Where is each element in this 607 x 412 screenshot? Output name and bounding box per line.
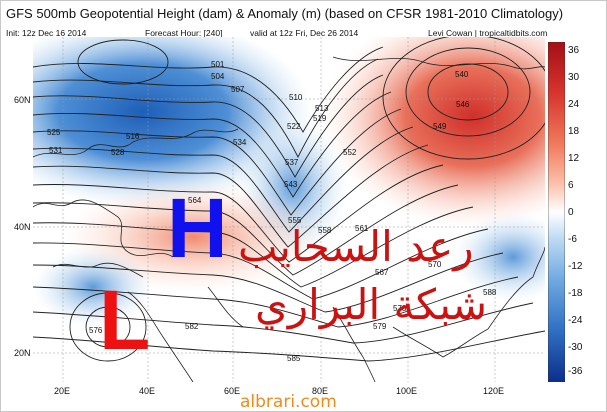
- lon-label-20e: 20E: [54, 386, 71, 396]
- contour-label-531: 531: [49, 146, 63, 155]
- contour-label-564: 564: [188, 196, 202, 205]
- contour-label-543: 543: [284, 180, 298, 189]
- contour-label-510: 510: [289, 93, 303, 102]
- height-contours: [33, 37, 545, 362]
- graticule: [33, 37, 545, 382]
- lon-label-100e: 100E: [396, 386, 418, 396]
- arabic-caption-line1: رعد السحايب: [238, 222, 474, 271]
- contour-label-570: 570: [428, 260, 442, 269]
- contour-label-567: 567: [375, 268, 389, 277]
- weather-map: 501 504 507 510 513 516 519 522 525 528 …: [33, 37, 545, 382]
- colorbar-tick-neg36: -36: [568, 366, 583, 377]
- arabic-caption-line2: شبكة البراري: [255, 280, 488, 329]
- watermark: albrari.com: [240, 392, 337, 412]
- colorbar-tick-30: 30: [568, 72, 580, 83]
- lon-label-120e: 120E: [483, 386, 505, 396]
- colorbar-tick-neg6: -6: [568, 234, 577, 245]
- colorbar-tick-12: 12: [568, 153, 580, 164]
- contour-label-501: 501: [211, 60, 225, 69]
- contour-label-585: 585: [287, 354, 301, 363]
- high-pressure-marker: H: [167, 181, 228, 275]
- credit: Levi Cowan | tropicaltidbits.com: [428, 28, 548, 38]
- colorbar-tick-0: 0: [568, 207, 574, 218]
- contour-label-588: 588: [483, 288, 497, 297]
- contour-label-573: 573: [393, 304, 407, 313]
- init-time: Init: 12z Dec 16 2014: [6, 28, 87, 38]
- contour-label-507: 507: [231, 85, 245, 94]
- contour-label-576: 576: [89, 326, 103, 335]
- forecast-hour: Forecast Hour: [240]: [145, 28, 223, 38]
- colorbar-tick-24: 24: [568, 99, 580, 110]
- lat-label-20n: 20N: [14, 348, 31, 358]
- contour-label-582: 582: [185, 322, 199, 331]
- valid-time: valid at 12z Fri, Dec 26 2014: [250, 28, 359, 38]
- colorbar-tick-36: 36: [568, 45, 580, 56]
- lon-label-40e: 40E: [139, 386, 156, 396]
- contour-label-534: 534: [233, 138, 247, 147]
- lat-label-40n: 40N: [14, 222, 31, 232]
- low-pressure-marker: L: [99, 273, 151, 367]
- contour-label-525: 525: [47, 128, 61, 137]
- lon-label-80e: 80E: [312, 386, 329, 396]
- colorbar-tick-neg18: -18: [568, 288, 583, 299]
- positive-anomaly-east: [323, 37, 545, 227]
- contour-label-561: 561: [355, 224, 369, 233]
- contour-label-528: 528: [111, 148, 125, 157]
- contour-label-552: 552: [343, 148, 357, 157]
- contour-label-540: 540: [455, 70, 469, 79]
- contour-label-546: 546: [456, 100, 470, 109]
- contour-label-579: 579: [373, 322, 387, 331]
- contour-label-549: 549: [433, 122, 447, 131]
- contour-value-labels: 501 504 507 510 513 516 519 522 525 528 …: [47, 60, 497, 363]
- colorbar-tick-neg24: -24: [568, 315, 583, 326]
- anomaly-map-svg: 501 504 507 510 513 516 519 522 525 528 …: [33, 37, 545, 382]
- colorbar-tick-6: 6: [568, 180, 574, 191]
- contour-label-519: 519: [313, 114, 327, 123]
- contour-label-555: 555: [288, 216, 302, 225]
- contour-label-537: 537: [285, 158, 299, 167]
- contour-label-522: 522: [287, 122, 301, 131]
- lon-label-60e: 60E: [224, 386, 241, 396]
- contour-label-558: 558: [318, 226, 332, 235]
- colorbar-tick-18: 18: [568, 126, 580, 137]
- coastlines: [33, 56, 545, 382]
- anomaly-colorbar: [547, 41, 566, 383]
- contour-label-516: 516: [126, 132, 140, 141]
- chart-title: GFS 500mb Geopotential Height (dam) & An…: [6, 6, 564, 21]
- contour-label-513: 513: [315, 104, 329, 113]
- negative-anomaly-east: [453, 212, 545, 302]
- lat-label-60n: 60N: [14, 95, 31, 105]
- contour-label-504: 504: [211, 72, 225, 81]
- colorbar-tick-neg12: -12: [568, 261, 583, 272]
- colorbar-tick-neg30: -30: [568, 342, 583, 353]
